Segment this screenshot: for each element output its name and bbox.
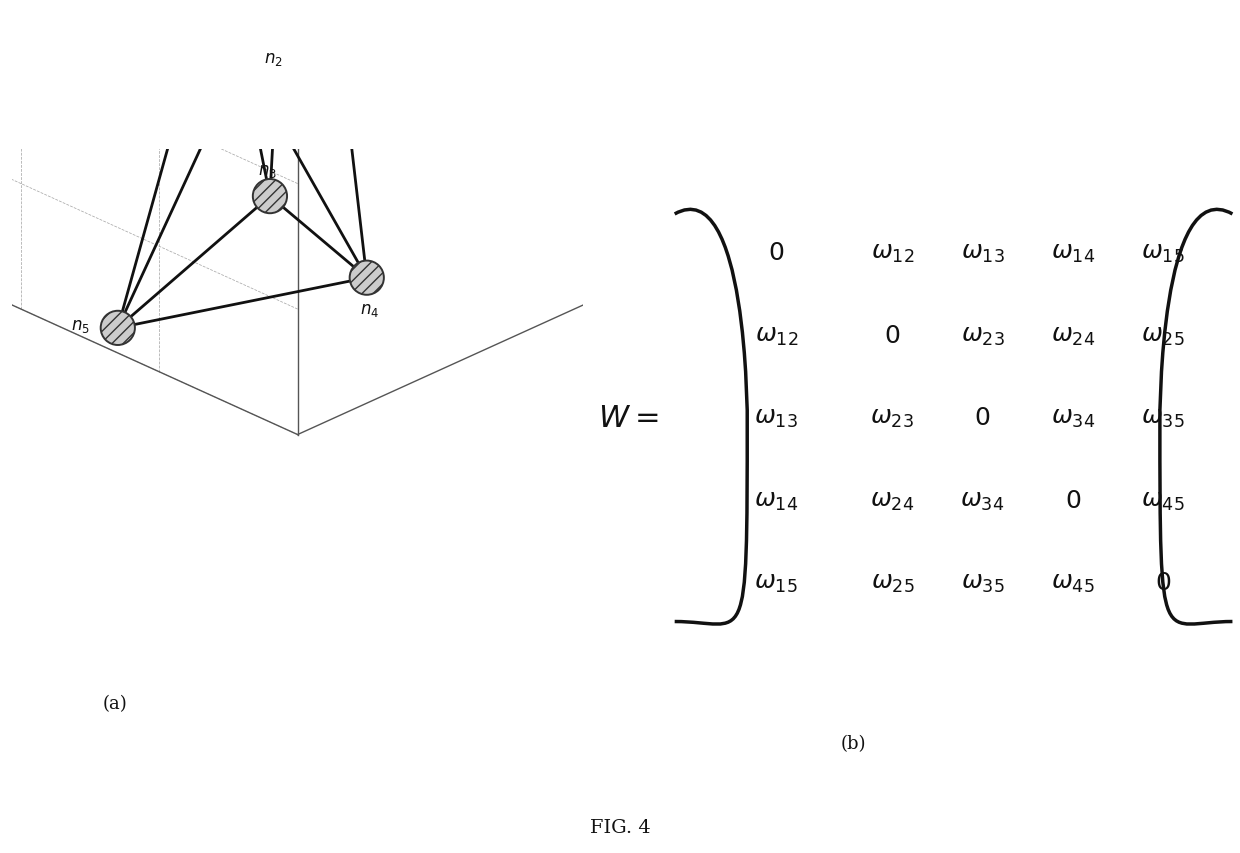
- Text: $W =$: $W =$: [598, 403, 658, 433]
- Text: (b): (b): [841, 734, 867, 751]
- Text: $0$: $0$: [975, 407, 991, 430]
- Text: $\omega_{14}$: $\omega_{14}$: [754, 490, 799, 513]
- Text: $\omega_{45}$: $\omega_{45}$: [1141, 490, 1185, 513]
- Text: $\omega_{13}$: $\omega_{13}$: [754, 407, 799, 430]
- Circle shape: [350, 261, 384, 295]
- Text: $0$: $0$: [884, 324, 900, 347]
- Text: $\omega_{12}$: $\omega_{12}$: [754, 324, 799, 347]
- Text: $\omega_{25}$: $\omega_{25}$: [870, 572, 914, 595]
- Text: $\omega_{45}$: $\omega_{45}$: [1052, 572, 1095, 595]
- Text: $\omega_{25}$: $\omega_{25}$: [1141, 324, 1185, 347]
- Text: $\omega_{34}$: $\omega_{34}$: [961, 490, 1004, 513]
- Circle shape: [253, 180, 286, 214]
- Circle shape: [226, 42, 259, 76]
- Text: $\omega_{35}$: $\omega_{35}$: [1141, 407, 1185, 430]
- Text: $n_3$: $n_3$: [258, 163, 277, 180]
- Text: $n_2$: $n_2$: [264, 50, 283, 67]
- Text: $\omega_{23}$: $\omega_{23}$: [870, 407, 914, 430]
- Text: $0$: $0$: [1154, 572, 1172, 595]
- Text: $\omega_{24}$: $\omega_{24}$: [870, 490, 914, 513]
- Text: $\omega_{24}$: $\omega_{24}$: [1050, 324, 1095, 347]
- Text: $0$: $0$: [768, 241, 785, 264]
- Text: FIG. 4: FIG. 4: [590, 818, 650, 837]
- Text: $\omega_{35}$: $\omega_{35}$: [961, 572, 1004, 595]
- Text: $\omega_{14}$: $\omega_{14}$: [1050, 241, 1095, 264]
- Text: $\omega_{15}$: $\omega_{15}$: [754, 572, 799, 595]
- Text: $n_4$: $n_4$: [360, 301, 379, 318]
- Circle shape: [100, 311, 135, 345]
- Text: $\omega_{23}$: $\omega_{23}$: [961, 324, 1004, 347]
- Text: $\omega_{12}$: $\omega_{12}$: [870, 241, 914, 264]
- Text: $\omega_{13}$: $\omega_{13}$: [961, 241, 1004, 264]
- Text: $\omega_{34}$: $\omega_{34}$: [1050, 407, 1095, 430]
- Text: $0$: $0$: [1065, 490, 1081, 513]
- Text: $\omega_{15}$: $\omega_{15}$: [1141, 241, 1185, 264]
- Text: (a): (a): [103, 693, 128, 711]
- Text: $n_5$: $n_5$: [71, 317, 91, 334]
